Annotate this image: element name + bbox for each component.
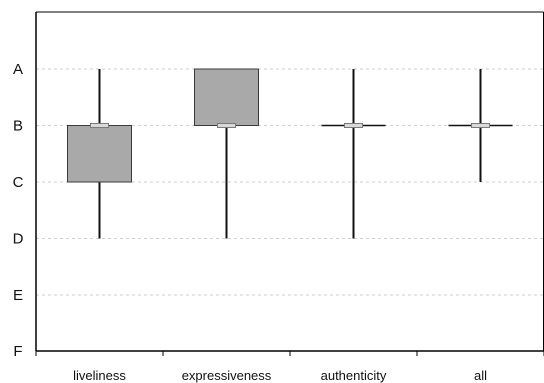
iqr-box-liveliness bbox=[67, 125, 132, 183]
box-all bbox=[448, 69, 513, 182]
median-marker-authenticity bbox=[344, 123, 363, 128]
x-tick-label-liveliness: liveliness bbox=[73, 368, 126, 383]
y-tick-label-a: A bbox=[13, 61, 23, 78]
y-tick-label-d: D bbox=[13, 231, 24, 248]
y-tick-label-e: E bbox=[13, 287, 23, 304]
median-marker-all bbox=[471, 123, 490, 128]
iqr-box-expressiveness bbox=[194, 68, 259, 126]
x-tick-label-all: all bbox=[474, 368, 487, 383]
y-tick-label-b: B bbox=[13, 118, 23, 135]
x-tick-label-authenticity: authenticity bbox=[321, 368, 387, 383]
y-tick-label-f: F bbox=[13, 343, 22, 360]
box-marks bbox=[67, 68, 513, 239]
x-tick-label-expressiveness: expressiveness bbox=[182, 368, 272, 383]
y-tick-label-c: C bbox=[13, 174, 24, 191]
median-marker-expressiveness bbox=[217, 123, 236, 128]
axes bbox=[35, 11, 544, 356]
box-liveliness bbox=[67, 69, 132, 239]
box-expressiveness bbox=[194, 68, 259, 239]
median-marker-liveliness bbox=[90, 123, 109, 128]
box-authenticity bbox=[321, 69, 386, 239]
